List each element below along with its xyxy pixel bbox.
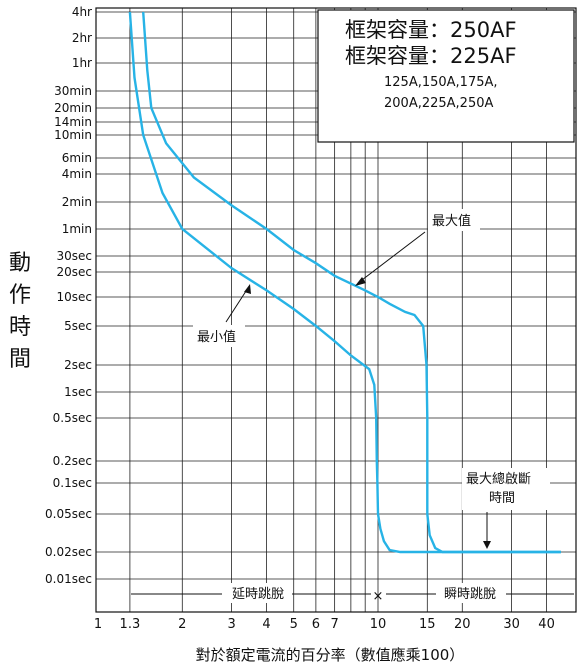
x-tick-labels: 1 1.3 2 3 4 5 6 7 10 15 20 30 40 [94,617,555,632]
y-tick-label: 1min [62,222,92,236]
x-tick-label: 7 [330,617,338,632]
y-tick-label: 10sec [56,290,92,304]
max-value-label: 最大值 [432,213,471,229]
legend-box [317,9,575,143]
series-max-curve [142,11,561,554]
y-tick-label: 2hr [72,31,92,45]
y-tick-label: 2min [62,195,92,209]
x-tick-label: 1 [94,617,102,632]
x-tick-label: 40 [538,617,555,632]
y-tick-label: 5sec [64,319,92,333]
y-tick-label: 14min [54,115,92,129]
plot-frame [95,7,577,613]
legend-ratings-1: 125A,150A,175A, [384,75,498,90]
y-tick-label: 0.01sec [45,572,92,586]
y-tick-label: 0.02sec [45,545,92,559]
y-tick-label: 1hr [72,56,92,70]
x-tick-label: 15 [419,617,436,632]
legend-frame-225: 框架容量：225AF [345,44,517,68]
y-axis-title-char: 時 [9,315,31,340]
y-tick-label: 4hr [72,5,92,19]
total-trip-label-2: 時間 [489,491,515,506]
y-tick-label: 0.05sec [45,507,92,521]
legend-ratings-2: 200A,225A,250A [384,96,493,111]
x-tick-label: 6 [312,617,320,632]
min-value-label: 最小值 [197,329,236,345]
delay-trip-label: 延時跳脫 [232,587,284,602]
x-tick-label: 5 [290,617,298,632]
instant-trip-label: 瞬時跳脫 [444,587,496,602]
x-axis-title: 對於額定電流的百分率（數值應乘100） [196,646,465,664]
x-tick-label: 2 [178,617,186,632]
y-tick-label: 30sec [56,249,92,263]
series-min-curve [128,11,561,554]
y-axis-title-char: 動 [9,251,31,276]
y-tick-label: 20sec [56,265,92,279]
y-axis-title-char: 作 [9,283,31,308]
y-tick-label: 6min [62,151,92,165]
y-tick-label: 4min [62,167,92,181]
y-tick-label: 0.1sec [53,476,92,490]
x-tick-label: 10 [370,617,387,632]
x-tick-label: 1.3 [120,617,141,632]
min-label-arrowhead [244,284,251,294]
x-tick-label: 3 [227,617,235,632]
y-tick-label: 10min [54,128,92,142]
x-tick-label: 4 [262,617,270,632]
min-label-arrow [225,287,249,323]
y-axis-title-char: 間 [9,347,31,372]
cross-mark: × [373,589,384,604]
total-trip-label-1: 最大總啟斷 [466,471,531,487]
total-trip-arrowhead [483,541,491,549]
max-label-arrowhead [355,277,366,286]
x-tick-label: 20 [454,617,471,632]
y-tick-label: 30min [54,84,92,98]
x-tick-label: 30 [503,617,520,632]
legend-frame-250: 框架容量：250AF [345,18,517,42]
max-label-arrow [357,231,426,284]
y-tick-label: 20min [54,101,92,115]
y-tick-label: 0.5sec [53,411,92,425]
y-tick-label: 2sec [64,358,92,372]
y-tick-label: 1sec [64,385,92,399]
y-tick-label: 0.2sec [53,454,92,468]
